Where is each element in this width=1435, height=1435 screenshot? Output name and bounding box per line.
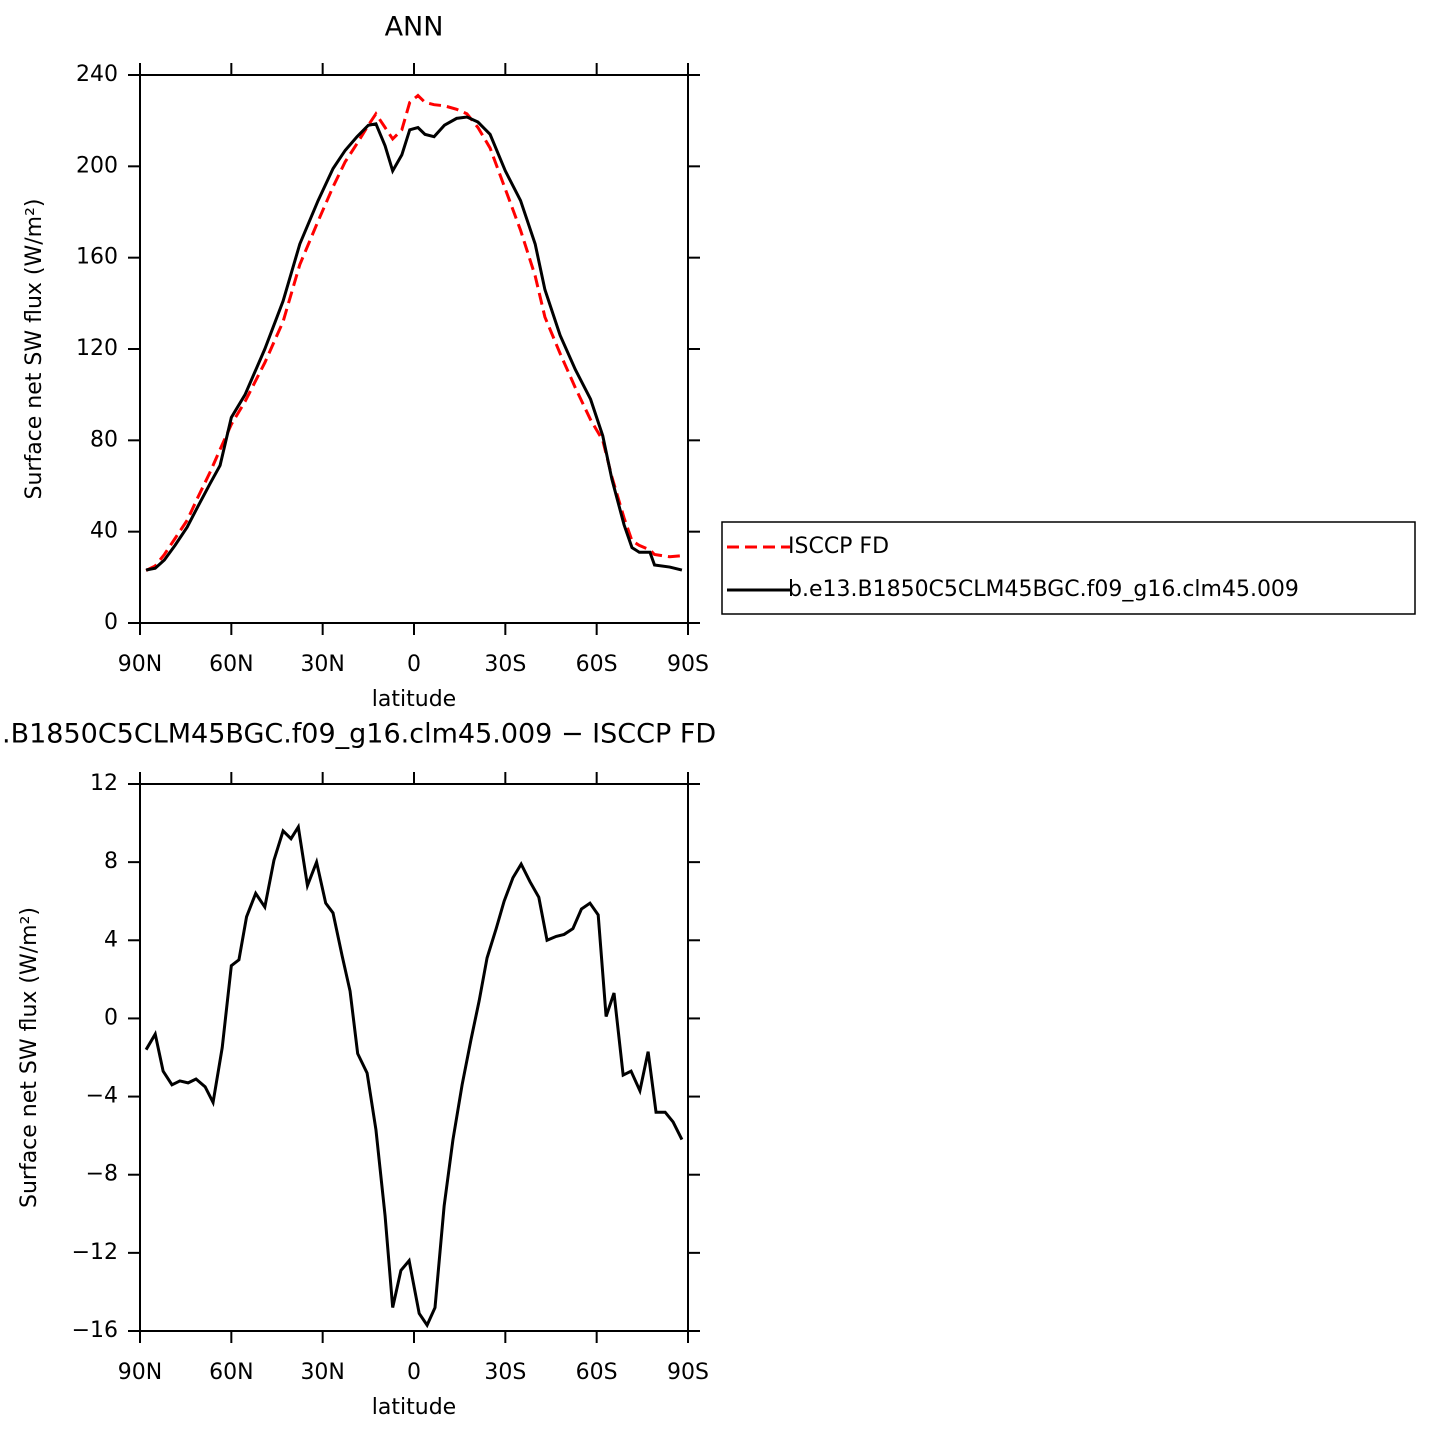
x-axis-label: latitude <box>372 687 456 712</box>
y-tick-label: 120 <box>76 336 118 361</box>
x-tick-label: 60N <box>209 1360 253 1385</box>
y-tick-label: 240 <box>76 62 118 87</box>
x-tick-label: 60S <box>576 1360 618 1385</box>
plot-frame <box>139 74 689 624</box>
x-tick-label: 90N <box>118 652 162 677</box>
x-tick-label: 60S <box>576 652 618 677</box>
data-line <box>144 822 684 1329</box>
y-tick-label: 12 <box>90 771 118 796</box>
y-tick-label: 0 <box>104 610 118 635</box>
y-axis-label: Surface net SW flux (W/m²) <box>17 907 42 1208</box>
y-tick-label: 0 <box>104 1005 118 1030</box>
x-axis-label: latitude <box>372 1395 456 1420</box>
data-line <box>145 93 683 572</box>
legend-label: ISCCP FD <box>788 534 889 559</box>
x-tick-label: 90S <box>667 1360 709 1385</box>
y-tick-label: −8 <box>86 1162 118 1187</box>
y-tick-label: −4 <box>86 1084 118 1109</box>
x-tick-label: 0 <box>407 652 421 677</box>
y-tick-label: 8 <box>104 849 118 874</box>
y-tick-label: 160 <box>76 245 118 270</box>
y-tick-label: 4 <box>104 927 118 952</box>
x-tick-label: 90N <box>118 1360 162 1385</box>
legend-box <box>721 521 1416 615</box>
x-tick-label: 30S <box>484 1360 526 1385</box>
y-tick-label: 80 <box>90 427 118 452</box>
y-axis-label: Surface net SW flux (W/m²) <box>22 198 47 499</box>
legend-label: b.e13.B1850C5CLM45BGC.f09_g16.clm45.009 <box>788 577 1299 602</box>
chart-title: ANN <box>385 12 444 43</box>
x-tick-label: 30S <box>484 652 526 677</box>
data-line <box>145 115 683 572</box>
y-tick-label: −16 <box>72 1318 118 1343</box>
x-tick-label: 90S <box>667 652 709 677</box>
x-tick-label: 30N <box>300 652 344 677</box>
y-tick-label: −12 <box>72 1240 118 1265</box>
x-tick-label: 60N <box>209 652 253 677</box>
y-tick-label: 40 <box>90 519 118 544</box>
plot-frame <box>139 783 689 1332</box>
chart-title: .B1850C5CLM45BGC.f09_g16.clm45.009 − ISC… <box>2 719 716 750</box>
y-tick-label: 200 <box>76 153 118 178</box>
x-tick-label: 30N <box>300 1360 344 1385</box>
x-tick-label: 0 <box>407 1360 421 1385</box>
